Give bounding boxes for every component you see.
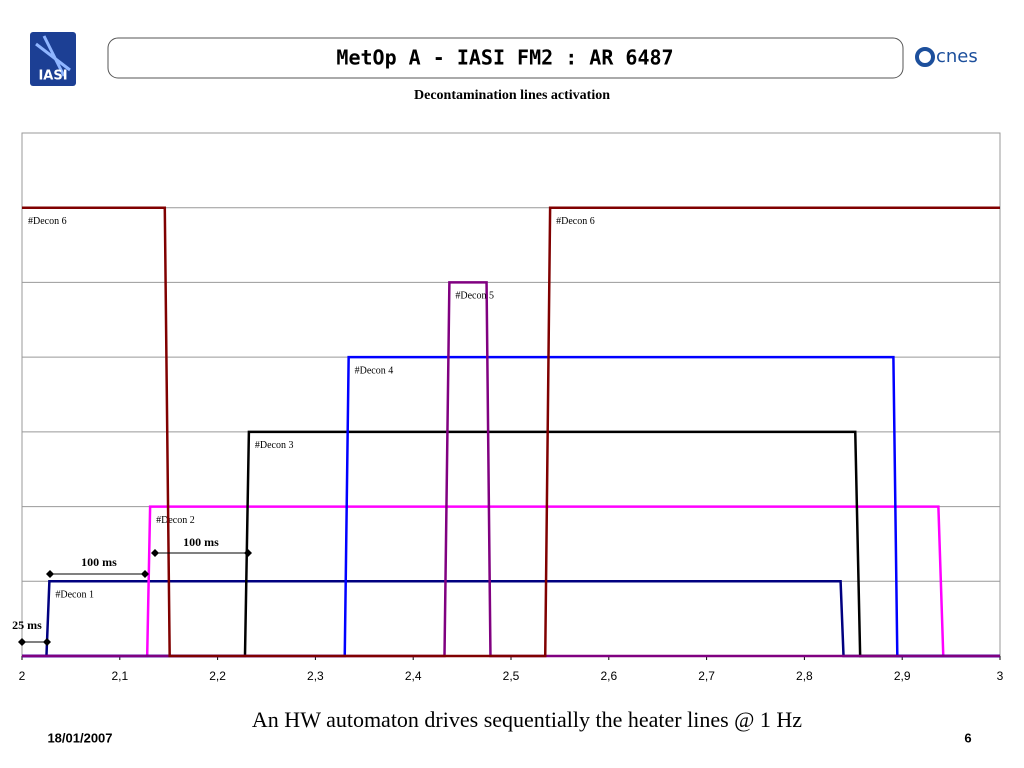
logo-text: cnes: [936, 46, 978, 67]
series-label: #Decon 2: [156, 515, 195, 526]
logo-bg: [30, 32, 76, 86]
title-box: [107, 37, 904, 79]
x-tick-label: 2,3: [307, 669, 324, 683]
logo-shape: [915, 47, 935, 67]
x-tick-label: 2,5: [503, 669, 520, 683]
x-tick-label: 2,1: [111, 669, 128, 683]
series-label: #Decon 1: [55, 590, 94, 601]
logo-shape: [35, 35, 71, 77]
slide-title: MetOp A - IASI FM2 : AR 6487: [336, 46, 673, 70]
series-label: #Decon 6: [556, 216, 595, 227]
series-label: #Decon 5: [455, 291, 494, 302]
iasi-logo: IASI: [30, 32, 76, 86]
cnes-logo: cnes: [915, 46, 978, 67]
x-tick-label: 2,7: [698, 669, 715, 683]
plot: 2 2,1 2,2 2,3 2,4 2,5 2,6 2,7 2,8 2,9 3 #Decon 1 #De…: [19, 132, 1004, 683]
caption: An HW automaton drives sequentially the …: [252, 707, 802, 732]
logo-text: IASI: [38, 69, 67, 84]
chart-title: Decontamination lines activation: [414, 88, 610, 103]
annotation: 25 ms: [12, 618, 42, 632]
page-number: 6: [964, 730, 971, 745]
date: 18/01/2007: [47, 730, 112, 745]
x-tick-label: 2,2: [209, 669, 226, 683]
dim-ends: [18, 638, 51, 646]
series-label: #Decon 6: [28, 216, 67, 227]
dimension: 25 ms 100 ms 100 ms: [12, 535, 252, 646]
series-line: [22, 206, 1000, 658]
x-tick-label: 2,6: [600, 669, 617, 683]
series-label: #Decon 3: [255, 440, 294, 451]
annotation: 100 ms: [81, 555, 117, 569]
annotation: 100 ms: [183, 535, 219, 549]
x-tick-label: 2: [19, 669, 26, 683]
x-tick-label: 2,8: [796, 669, 813, 683]
x-tick-label: 2,9: [894, 669, 911, 683]
x-tick-label: 2,4: [405, 669, 422, 683]
x-tick-label: 3: [997, 669, 1004, 683]
series-label: #Decon 4: [355, 365, 394, 376]
